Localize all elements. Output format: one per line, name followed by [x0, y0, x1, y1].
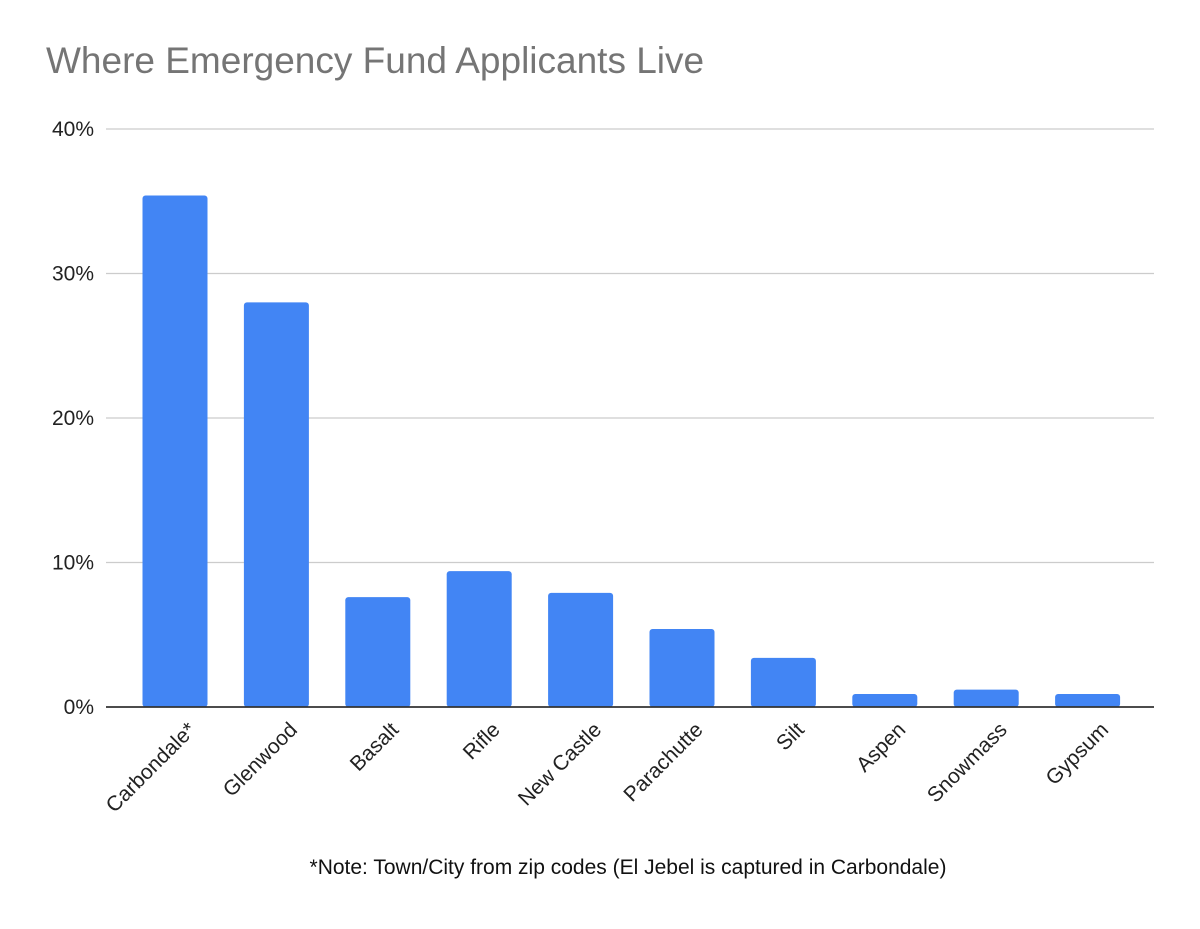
- bar-snowmass: [953, 689, 1019, 707]
- y-tick-label-3: 30%: [52, 263, 94, 286]
- chart-footnote: *Note: Town/City from zip codes (El Jebe…: [309, 856, 947, 879]
- x-tick-label-4: New Castle: [514, 718, 606, 810]
- bars: [142, 195, 1121, 707]
- x-tick-label-3: Rifle: [459, 718, 505, 764]
- bar-basalt: [345, 597, 411, 707]
- bar-rifle: [446, 571, 512, 707]
- y-tick-label-1: 10%: [52, 552, 94, 575]
- x-tick-label-7: Aspen: [852, 718, 910, 776]
- x-tick-label-9: Gypsum: [1042, 718, 1114, 790]
- x-tick-label-2: Basalt: [346, 718, 404, 776]
- y-axis-ticks: 0% 10% 20% 30% 40%: [52, 118, 94, 719]
- bar-glenwood: [243, 302, 309, 707]
- x-tick-label-0: Carbondale*: [102, 718, 201, 817]
- bar-new-castle: [548, 592, 614, 707]
- bar-carbondale: [142, 195, 208, 707]
- chart-title: Where Emergency Fund Applicants Live: [46, 40, 705, 81]
- x-tick-label-1: Glenwood: [219, 718, 302, 801]
- bar-silt: [750, 657, 816, 707]
- bar-parachutte: [649, 628, 715, 707]
- y-tick-label-4: 40%: [52, 118, 94, 141]
- bar-gypsum: [1055, 693, 1121, 707]
- x-tick-label-8: Snowmass: [923, 718, 1012, 807]
- y-tick-label-0: 0%: [64, 696, 94, 719]
- bar-aspen: [852, 693, 918, 707]
- x-tick-label-6: Silt: [772, 718, 809, 755]
- x-axis-labels: Carbondale* Glenwood Basalt Rifle New Castle…: [102, 718, 1113, 817]
- x-tick-label-5: Parachutte: [619, 718, 707, 806]
- y-tick-label-2: 20%: [52, 407, 94, 430]
